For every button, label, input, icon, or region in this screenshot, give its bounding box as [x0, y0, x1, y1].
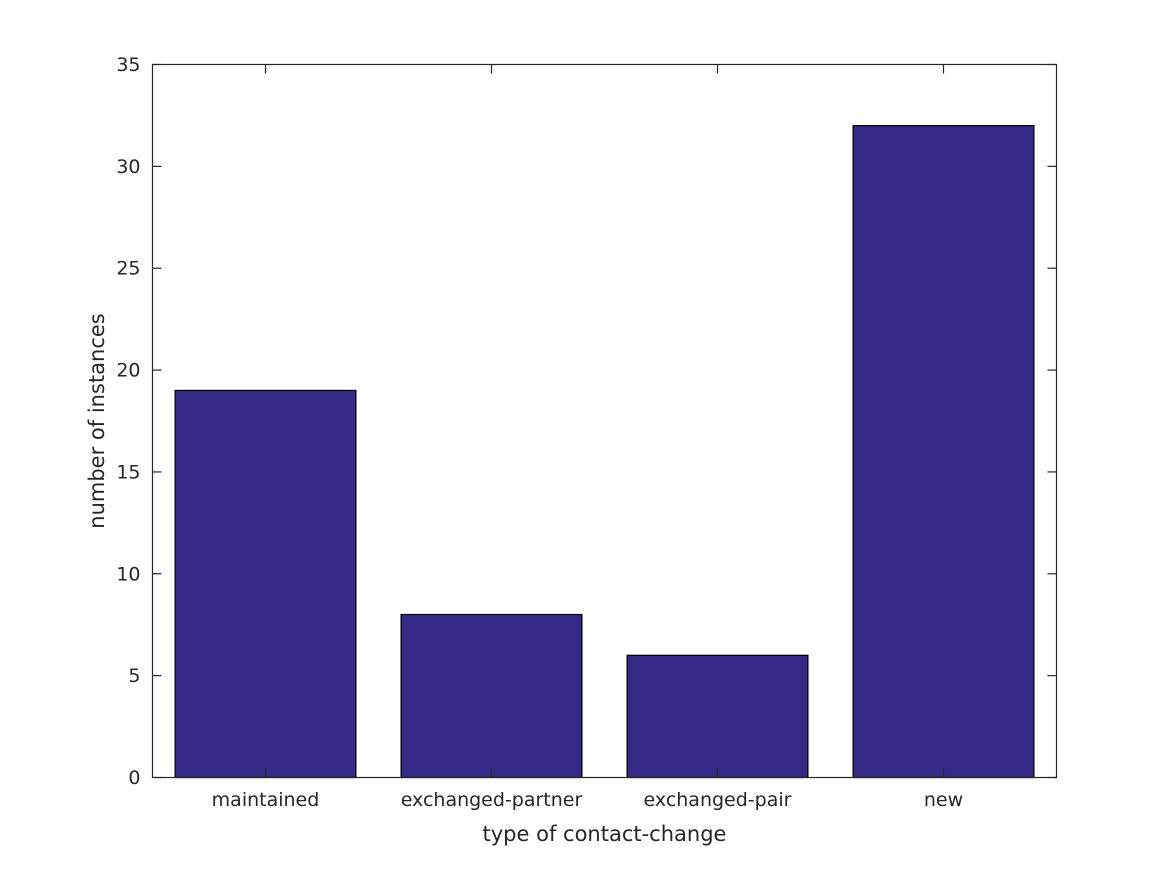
x-category-label: exchanged-partner — [401, 789, 583, 811]
y-tick-label: 15 — [116, 461, 140, 483]
plot-box — [151, 63, 1058, 779]
x-category-label: new — [924, 789, 963, 811]
bar-exchanged-pair — [626, 654, 809, 779]
bars-layer — [174, 124, 1035, 779]
y-tick-label: 0 — [128, 767, 140, 789]
axes-layer — [151, 63, 1058, 779]
x-category-label: maintained — [212, 789, 320, 811]
y-tick-label: 20 — [116, 360, 140, 382]
bar-maintained — [174, 389, 357, 779]
bar-new — [852, 124, 1035, 779]
x-axis-title: type of contact-change — [483, 822, 727, 846]
y-tick-label: 35 — [116, 54, 140, 76]
tick-labels-layer: 0 5 10 15 20 25 30 35 maintained exchanged-partne… — [116, 54, 963, 811]
y-tick-label: 5 — [128, 665, 140, 687]
bar-exchanged-partner — [400, 613, 583, 779]
y-tick-label: 25 — [116, 258, 140, 280]
x-category-label: exchanged-pair — [644, 789, 792, 811]
y-tick-label: 10 — [116, 563, 140, 585]
y-tick-label: 30 — [116, 156, 140, 178]
y-axis-title: number of instances — [85, 313, 109, 528]
